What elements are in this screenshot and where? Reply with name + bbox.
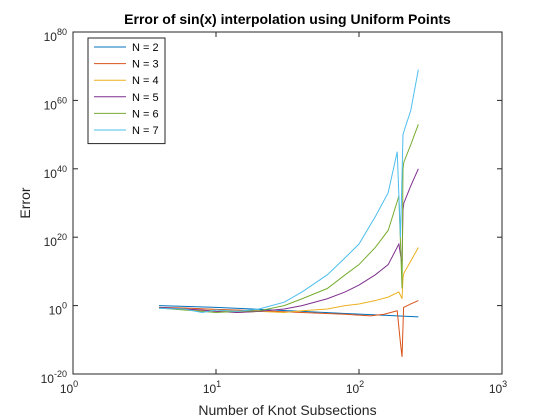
series-line-2	[159, 300, 419, 357]
chart-title: Error of sin(x) interpolation using Unif…	[124, 11, 451, 27]
axes-box	[72, 31, 503, 375]
legend-label-5: N = 6	[132, 108, 159, 120]
series-line-5	[159, 124, 419, 313]
legend-box	[87, 37, 166, 145]
legend-label-4: N = 5	[132, 92, 159, 104]
legend: N = 2 N = 3 N = 4 N = 5 N = 6 N = 7	[87, 37, 166, 145]
y-tick-label: 1020	[44, 232, 67, 249]
x-tick-label: 103	[489, 379, 507, 396]
y-tick-label: 1040	[44, 164, 67, 181]
y-axis-label: Error	[17, 187, 33, 218]
x-tick-label: 102	[346, 379, 364, 396]
y-tick-label: 1080	[44, 27, 67, 44]
series-line-6	[159, 69, 419, 313]
x-tick-label: 100	[60, 379, 78, 396]
x-axis-label: Number of Knot Subsections	[198, 402, 376, 418]
legend-label-1: N = 2	[132, 42, 159, 54]
x-tick-label: 101	[203, 379, 221, 396]
legend-label-6: N = 7	[132, 125, 159, 137]
legend-label-3: N = 4	[132, 75, 159, 87]
legend-label-2: N = 3	[132, 59, 159, 71]
y-tick-label: 1060	[44, 95, 67, 112]
y-tick-label: 100	[49, 301, 67, 318]
y-tick-label: 10-20	[41, 369, 67, 386]
series-layer	[159, 69, 419, 357]
